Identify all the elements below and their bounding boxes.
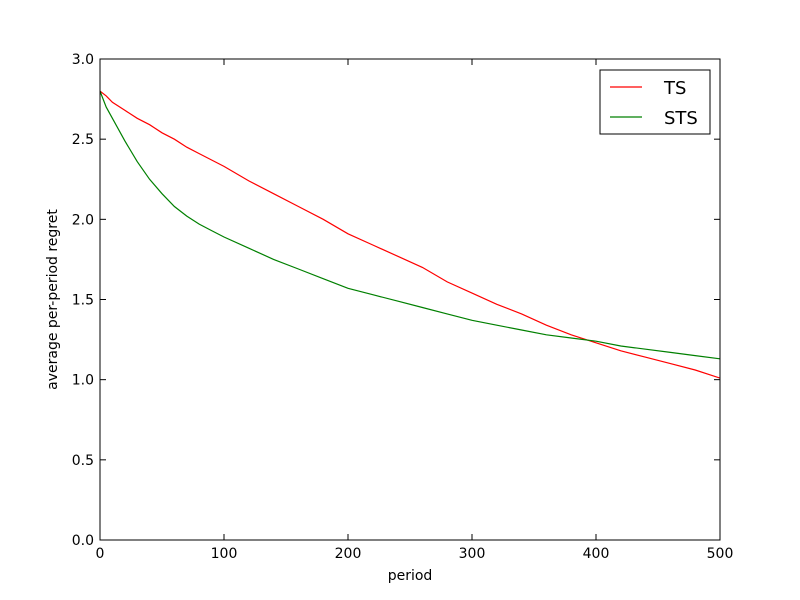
legend: TS STS	[599, 69, 711, 135]
y-tick-label: 3.0	[72, 52, 94, 68]
legend-box	[599, 69, 711, 135]
y-tick-label: 2.5	[72, 132, 94, 148]
x-tick-label: 200	[335, 546, 362, 562]
x-tick-label: 100	[211, 546, 238, 562]
x-axis: 0 100 200 300 400 500	[96, 59, 734, 562]
plot-area	[100, 59, 720, 540]
plot-background	[100, 59, 720, 540]
y-tick-label: 0.5	[72, 453, 94, 469]
x-tick-label: 500	[707, 546, 734, 562]
y-tick-label: 1.5	[72, 293, 94, 309]
y-tick-label: 2.0	[72, 212, 94, 228]
x-tick-label: 0	[96, 546, 105, 562]
y-tick-label: 1.0	[72, 373, 94, 389]
series-layer	[100, 90, 720, 379]
series-line-sts	[100, 90, 720, 360]
y-axis: 0.0 0.5 1.0 1.5 2.0 2.5 3.0	[72, 52, 720, 549]
x-axis-label: period	[388, 568, 433, 584]
y-tick-label: 0.0	[72, 533, 94, 549]
y-axis-label: average per-period regret	[45, 209, 61, 390]
x-tick-label: 300	[459, 546, 486, 562]
series-line-ts	[100, 90, 720, 379]
legend-label: TS	[663, 78, 686, 99]
x-tick-label: 400	[583, 546, 610, 562]
legend-label: STS	[664, 108, 698, 129]
